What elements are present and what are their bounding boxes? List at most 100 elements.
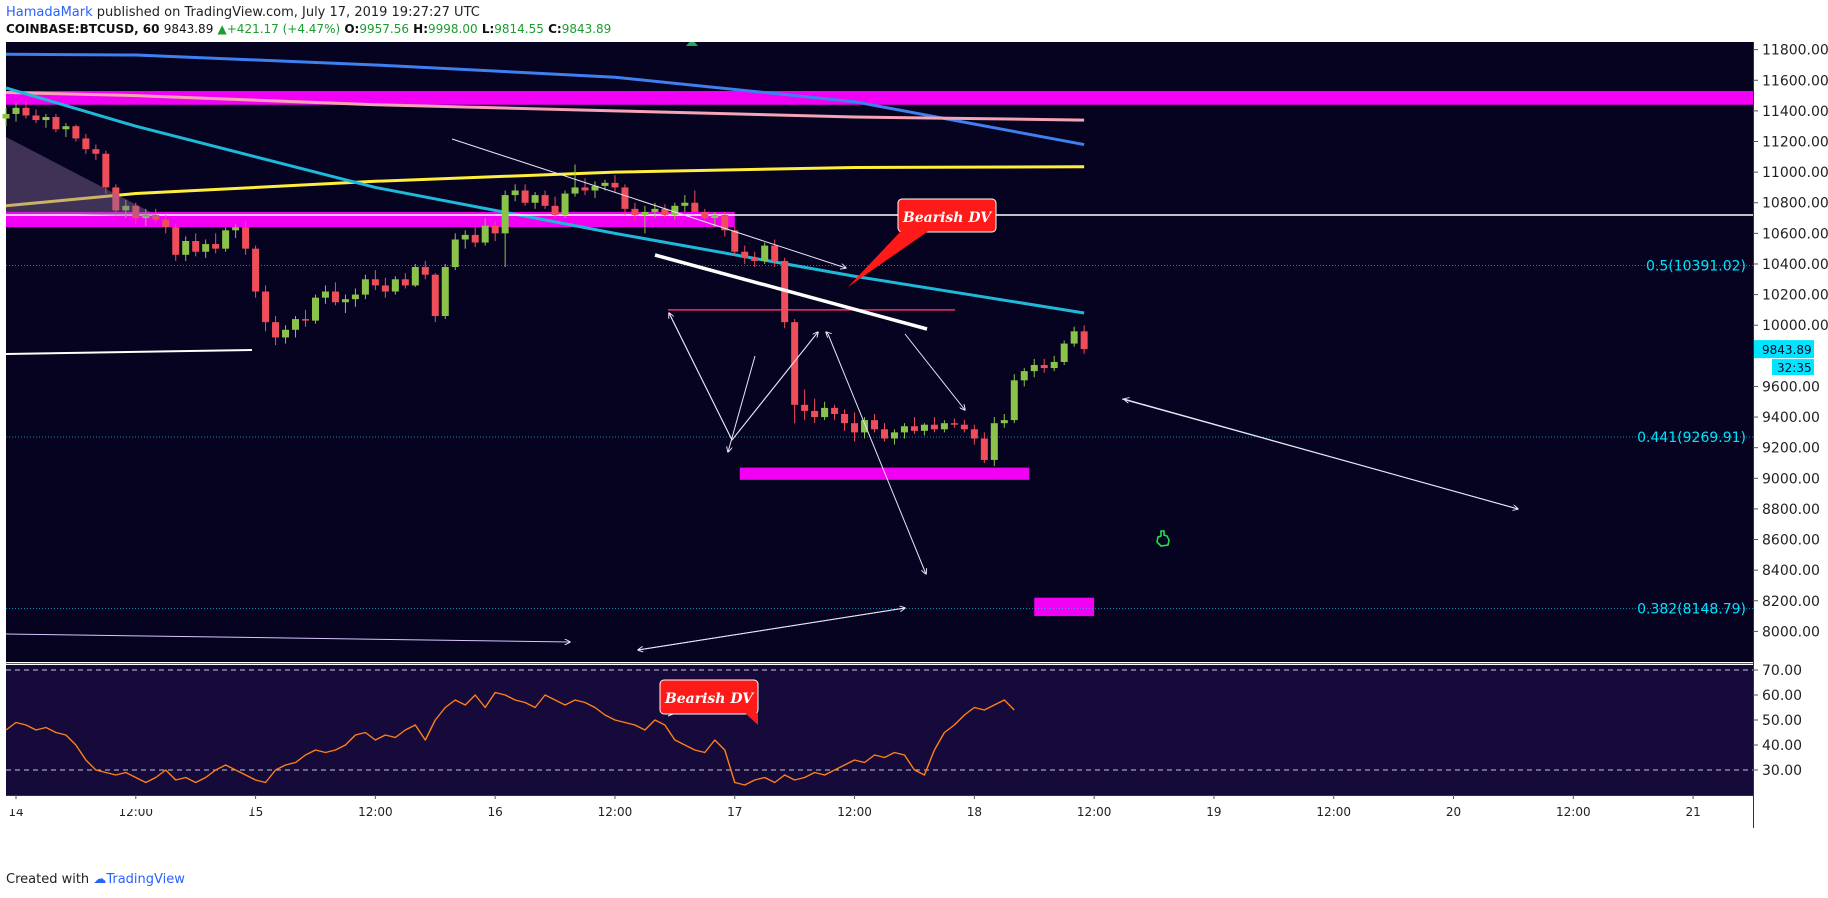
candle-body (531, 195, 539, 203)
time-tick-label: 12:00 (837, 805, 872, 819)
candle (501, 190, 509, 268)
countdown-badge (1772, 359, 1814, 376)
candle (401, 273, 409, 289)
low-value: 9814.55 (494, 22, 544, 36)
high-label: H: (413, 22, 428, 36)
price-tick-label: 9400.00 (1762, 410, 1820, 426)
zone-0 (6, 90, 1754, 105)
candle (1010, 374, 1018, 424)
countdown-label: 32:35 (1777, 361, 1812, 375)
author-link[interactable]: HamadaMark (6, 5, 93, 20)
candle (92, 144, 100, 160)
candle-body (711, 214, 719, 219)
candle (321, 285, 329, 304)
candle-body (391, 279, 399, 292)
chart-header: HamadaMark published on TradingView.com,… (6, 4, 611, 38)
candle (132, 202, 140, 225)
arrow-4 (827, 333, 926, 574)
candle (821, 401, 829, 421)
created-with-text: Created with (6, 872, 90, 887)
candle-body (102, 153, 110, 188)
candle (391, 276, 399, 295)
price-chart[interactable]: 0.5(10391.02) 0.441(9269.91) 0.382(8148.79… (0, 42, 1828, 868)
candle-body (1010, 380, 1018, 421)
candle (1070, 326, 1078, 347)
candle-body (1000, 420, 1008, 424)
published-text: published on TradingView.com, July 17, 2… (96, 5, 480, 20)
price-tick-label: 10000.00 (1762, 318, 1828, 334)
candle (421, 260, 429, 280)
open-label: O: (344, 22, 360, 36)
candle-body (871, 420, 879, 430)
last-price-label: 9843.89 (1762, 343, 1812, 357)
price-tick-label: 8600.00 (1762, 533, 1820, 549)
callout-rsi[interactable]: Bearish DV (659, 679, 759, 725)
candle (182, 236, 190, 261)
candle-body (242, 227, 250, 249)
candle-body (252, 248, 260, 292)
candle-body (841, 414, 849, 424)
last-price-badge (1754, 340, 1814, 359)
candle-body (72, 126, 80, 139)
path-arrow-1-head-b (731, 332, 818, 441)
candle-body (751, 257, 759, 261)
candle-body (132, 205, 140, 219)
candle (431, 273, 439, 323)
candle-body (1050, 361, 1058, 369)
candle-body (361, 279, 369, 295)
price-panel-bg (6, 42, 1753, 662)
price-tick-label: 8000.00 (1762, 624, 1820, 640)
candle (102, 150, 110, 194)
candle-body (481, 225, 489, 243)
candle (641, 205, 649, 234)
candle-body (341, 299, 349, 303)
candle (881, 423, 888, 442)
candle-body (940, 423, 948, 430)
candle-body (681, 202, 689, 206)
rsi-panel-bg (6, 665, 1753, 795)
price-tick-label: 10600.00 (1762, 226, 1828, 242)
candle-body (2, 113, 10, 119)
candle (152, 208, 160, 223)
candle (990, 417, 998, 467)
candle-body (1070, 331, 1078, 344)
candle (950, 418, 958, 428)
up-arrow-icon (686, 42, 698, 46)
price-axis[interactable]: 11800.00 11600.00 11400.00 11200.00 11000.00… (1753, 43, 1828, 641)
candle-body (292, 319, 300, 330)
price-tick-label: 11400.00 (1762, 104, 1828, 120)
fib-label-0: 0.5(10391.02) (1646, 258, 1746, 274)
tradingview-link[interactable]: TradingView (106, 872, 185, 887)
price-tick-label: 9200.00 (1762, 441, 1820, 457)
candle-body (112, 187, 120, 211)
change-value: +421.17 (+4.47%) (226, 22, 341, 36)
price-tick-label: 11200.00 (1762, 135, 1828, 151)
candle-body (571, 187, 579, 194)
candle (841, 409, 849, 431)
zones-layer (6, 90, 1754, 617)
time-tick-label: 12:00 (598, 805, 633, 819)
rsi-axis[interactable]: 70.00 60.00 50.00 40.00 30.00 (1753, 663, 1802, 779)
candle (681, 195, 689, 212)
candle-body (331, 291, 339, 303)
candle-body (791, 322, 799, 405)
horizontal-lines-layer (6, 214, 1753, 311)
candle (581, 178, 589, 196)
callout-price[interactable]: Bearish DV (848, 198, 997, 287)
candle (232, 224, 240, 238)
candle (661, 204, 669, 219)
candle-body (551, 205, 559, 215)
publish-line: HamadaMark published on TradingView.com,… (6, 4, 611, 21)
candle-body (172, 227, 180, 255)
footer: Created with ☁TradingView (6, 872, 185, 887)
candle-body (861, 420, 869, 433)
candle (62, 123, 70, 137)
time-tick-label: 20 (1446, 805, 1461, 819)
candle (481, 218, 489, 246)
candle (551, 196, 559, 219)
candle-body (232, 227, 240, 231)
candle (871, 414, 879, 433)
price-tick-label: 9600.00 (1762, 379, 1820, 395)
candle-body (192, 241, 200, 252)
time-axis[interactable]: 14 12:00 15 12:00 16 12:00 17 12:00 18 12:00 19 12:… (8, 795, 1701, 819)
